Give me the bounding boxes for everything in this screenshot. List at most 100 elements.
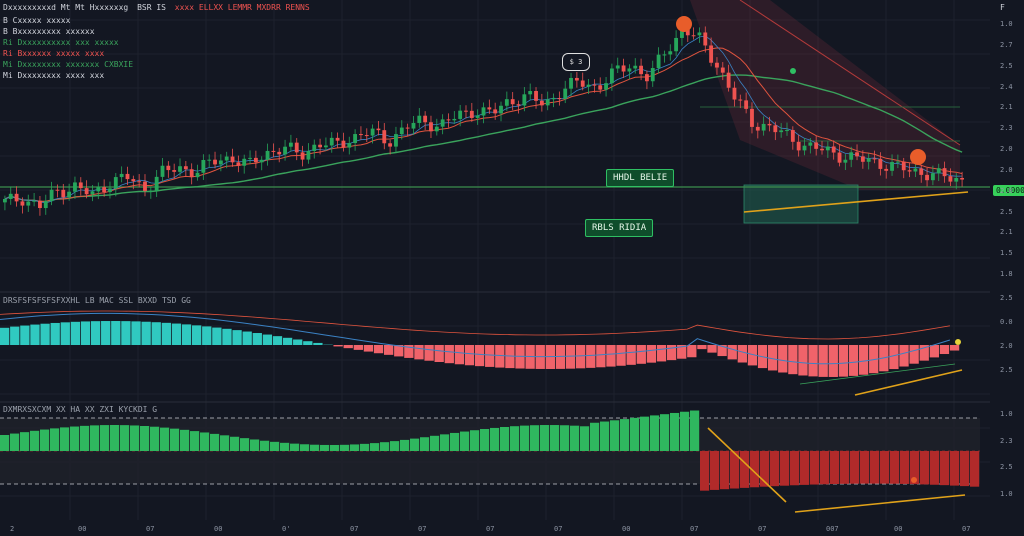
candle-body (329, 137, 334, 146)
candle-body (831, 146, 836, 153)
price-callout[interactable]: $ 3 (562, 53, 590, 71)
oscillator-bar (680, 411, 690, 451)
oscillator-bar (940, 451, 950, 486)
axis-tick-label: 2.1 (1000, 228, 1013, 237)
macd-bar (293, 339, 303, 345)
oscillator-bar (300, 444, 310, 451)
candle-body (919, 168, 924, 175)
macd-bar (141, 321, 151, 345)
candle-body (347, 143, 352, 148)
oscillator-bar (180, 429, 190, 451)
macd-bar (485, 345, 495, 367)
candle-body (615, 65, 620, 69)
legend-row[interactable]: B Cxxxxx xxxxx (3, 16, 71, 25)
axis-tick-label: 2.5 (1000, 366, 1013, 374)
candle-body (32, 200, 37, 202)
macd-bar (101, 321, 111, 345)
macd-bar (222, 328, 232, 345)
oscillator-bar (780, 451, 790, 486)
candle-body (148, 190, 153, 192)
chart-legend-title[interactable]: Dxxxxxxxxxd Mt Mt Hxxxxxxg BSR IS xxxx E… (3, 3, 310, 12)
legend-row[interactable]: Ri Dxxxxxxxxxx xxx xxxxx (3, 38, 119, 47)
candle-body (925, 174, 929, 181)
macd-bar (768, 345, 778, 371)
macd-bar (363, 345, 374, 352)
axis-tick-label: 2.0 (1000, 342, 1013, 350)
oscillator-bar (960, 451, 970, 487)
legend-row[interactable]: Mi Dxxxxxxxx xxxx xxx (3, 71, 105, 80)
macd-bar (0, 327, 10, 345)
candle-body (434, 126, 439, 132)
macd-bar (788, 345, 798, 375)
candle-body (534, 91, 538, 101)
oscillator-bar (130, 425, 140, 451)
buy-label[interactable]: RBLS RIDIA (585, 219, 654, 237)
macd-bar (505, 345, 515, 369)
candle-body (720, 67, 725, 73)
candles (3, 23, 964, 216)
candle-body (627, 68, 632, 72)
candle-body (236, 162, 241, 166)
oscillator-legend[interactable]: DXMRXSXCXM XX HA XX ZXI KYCKDI G (3, 405, 158, 414)
macd-bar (373, 345, 384, 354)
alert-marker-icon[interactable] (910, 149, 926, 165)
candle-body (942, 168, 947, 177)
axis-tick-label: 2.7 (1000, 40, 1013, 49)
candle-body (96, 187, 101, 192)
axis-tick-label: 2.3 (1000, 436, 1013, 445)
oscillator-bar (830, 451, 840, 485)
oscillator-bar (390, 441, 400, 451)
macd-bar (80, 321, 91, 345)
candle-body (318, 144, 322, 148)
oscillator-bar (60, 427, 70, 451)
oscillator-bar (740, 451, 750, 488)
candle-body (773, 125, 778, 133)
moving-average-slow (4, 74, 963, 203)
candle-body (8, 193, 13, 199)
oscillator-bar (0, 435, 10, 451)
candle-body (481, 107, 486, 116)
candle-body (259, 159, 264, 163)
candle-body (324, 145, 328, 148)
macd-bar (272, 336, 283, 345)
legend-row[interactable]: Mi Dxxxxxxxx xxxxxxx CXBXIE (3, 60, 134, 69)
oscillator-bar (290, 443, 300, 451)
candle-body (761, 123, 766, 131)
macd-legend[interactable]: DRSFSFSFSFSFXXHL LB MAC SSL BXXD TSD GG (3, 296, 191, 305)
candle-body (884, 168, 889, 171)
axis-tick-label: 2.8 (1000, 186, 1013, 195)
oscillator-bar (340, 444, 350, 451)
candle-body (691, 35, 696, 37)
macd-bar (353, 345, 363, 350)
oscillator-bar (420, 437, 430, 451)
oscillator-bar (410, 438, 420, 451)
candle-body (674, 37, 679, 52)
candle-body (878, 158, 883, 169)
axis-tick-label: 2.5 (1000, 463, 1013, 472)
oscillator-bar (70, 426, 80, 451)
time-tick-label: 07 (554, 525, 563, 533)
oscillator-bar (440, 434, 450, 451)
oscillator-bar (820, 451, 830, 485)
candle-body (656, 54, 661, 69)
time-tick-label: 07 (758, 525, 767, 533)
sell-label[interactable]: HHDL BELIE (606, 169, 675, 187)
candle-body (370, 128, 375, 136)
oscillator-bar (730, 451, 740, 489)
macd-bar (919, 345, 929, 361)
legend-row[interactable]: Ri Bxxxxxx xxxxx xxxx (3, 49, 105, 58)
candle-body (680, 29, 684, 38)
candle-body (650, 68, 655, 82)
oscillator-bar (20, 432, 30, 451)
oscillator-bar (880, 451, 890, 484)
macd-divergence-line (854, 369, 963, 396)
oscillator-bar (870, 451, 880, 484)
candle-body (569, 77, 573, 89)
alert-marker-icon[interactable] (676, 16, 692, 32)
oscillator-bar (710, 451, 720, 490)
legend-row[interactable]: B Bxxxxxxxxx xxxxxx (3, 27, 95, 36)
macd-bar (899, 345, 909, 367)
candle-body (306, 150, 311, 160)
